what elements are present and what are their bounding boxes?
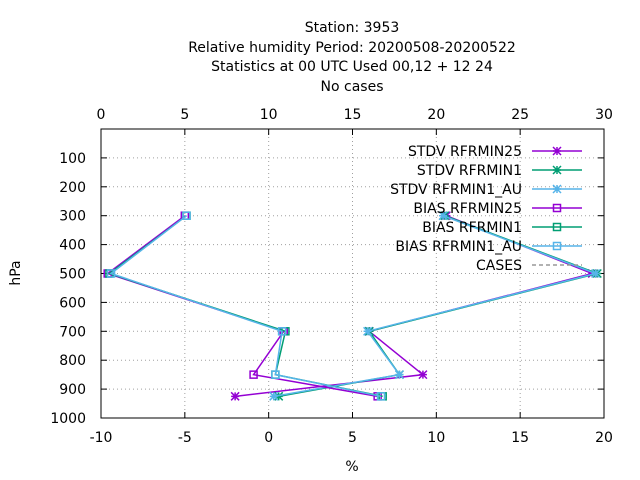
- legend-marker: [552, 165, 562, 175]
- data-point: [269, 391, 279, 401]
- legend-label: CASES: [476, 258, 522, 274]
- grid-lines: [101, 129, 604, 418]
- y-tick-label: 800: [59, 353, 86, 369]
- y-tick-label: 1000: [50, 411, 86, 427]
- chart-title-line-2: Relative humidity Period: 20200508-20200…: [188, 40, 516, 56]
- legend-marker: [552, 203, 562, 213]
- y-tick-label: 200: [59, 180, 86, 196]
- x-top-tick-label: 15: [344, 107, 362, 123]
- x-top-tick-label: 10: [260, 107, 278, 123]
- data-point: [438, 211, 448, 221]
- series-3: [103, 211, 382, 401]
- data-point: [363, 326, 373, 336]
- legend-item: STDV RFRMIN25: [408, 144, 582, 160]
- legend-item: CASES: [476, 258, 582, 274]
- legend-marker: [552, 184, 562, 194]
- legend-label: STDV RFRMIN1: [417, 163, 522, 179]
- legend-marker: [552, 241, 562, 251]
- legend-marker: [552, 222, 562, 232]
- data-point: [230, 391, 240, 401]
- data-point: [591, 268, 601, 279]
- y-tick-label: 100: [59, 151, 86, 167]
- x-bottom-tick-label: -5: [178, 430, 192, 446]
- x-bottom-tick-label: -10: [90, 430, 113, 446]
- x-bottom-tick-label: 5: [348, 430, 357, 446]
- legend-label: BIAS RFRMIN1: [422, 220, 522, 236]
- legend-item: BIAS RFRMIN1: [422, 220, 582, 236]
- x-top-tick-label: 5: [180, 107, 189, 123]
- series-2: [269, 211, 601, 401]
- data-point: [394, 370, 404, 380]
- x-top-tick-label: 30: [595, 107, 613, 123]
- legend-item: STDV RFRMIN1: [417, 163, 582, 179]
- data-point: [277, 327, 287, 336]
- y-tick-label: 600: [59, 295, 86, 311]
- data-point: [249, 370, 258, 379]
- y-tick-label: 500: [59, 267, 86, 283]
- y-tick-label: 700: [59, 324, 86, 340]
- legend-item: BIAS RFRMIN25: [413, 201, 582, 217]
- series-line: [106, 215, 378, 398]
- x-bottom-tick-label: 10: [427, 430, 445, 446]
- data-point: [271, 370, 280, 379]
- x-top-tick-label: 20: [427, 107, 445, 123]
- legend-marker: [552, 146, 562, 156]
- y-tick-label: 300: [59, 209, 86, 225]
- legend-label: STDV RFRMIN25: [408, 144, 522, 160]
- y-tick-label: 900: [59, 382, 86, 398]
- chart-title-line-3: Statistics at 00 UTC Used 00,12 + 12 24: [211, 59, 493, 75]
- series-group: [103, 211, 602, 401]
- series-4: [105, 211, 387, 401]
- data-point: [182, 211, 191, 220]
- axis-ticks: -10 -5 0 5 10 15 200 5 10 15 20 25 30100200300400500…: [50, 107, 613, 446]
- series-line: [109, 215, 382, 398]
- y-tick-label: 400: [59, 238, 86, 254]
- x-top-tick-label: 25: [511, 107, 529, 123]
- legend-label: BIAS RFRMIN25: [413, 201, 522, 217]
- data-point: [106, 269, 116, 278]
- chart-title-line-1: Station: 3953: [305, 20, 400, 36]
- legend-item: BIAS RFRMIN1_AU: [395, 239, 582, 255]
- legend-label: BIAS RFRMIN1_AU: [395, 239, 522, 255]
- data-point: [376, 392, 386, 401]
- legend-label: STDV RFRMIN1_AU: [390, 182, 522, 198]
- data-point: [418, 370, 428, 380]
- y-axis-label: hPa: [8, 260, 24, 285]
- series-5: [106, 211, 386, 401]
- x-bottom-tick-label: 0: [264, 430, 273, 446]
- x-bottom-tick-label: 15: [511, 430, 529, 446]
- legend: STDV RFRMIN25 STDV RFRMIN1 STDV RFRMIN1_AU…: [390, 144, 582, 274]
- x-top-tick-label: 0: [97, 107, 106, 123]
- x-bottom-tick-label: 20: [595, 430, 613, 446]
- x-axis-label: %: [345, 459, 358, 475]
- chart-subtitle: No cases: [321, 79, 384, 95]
- data-point: [274, 391, 284, 401]
- legend-item: STDV RFRMIN1_AU: [390, 182, 582, 198]
